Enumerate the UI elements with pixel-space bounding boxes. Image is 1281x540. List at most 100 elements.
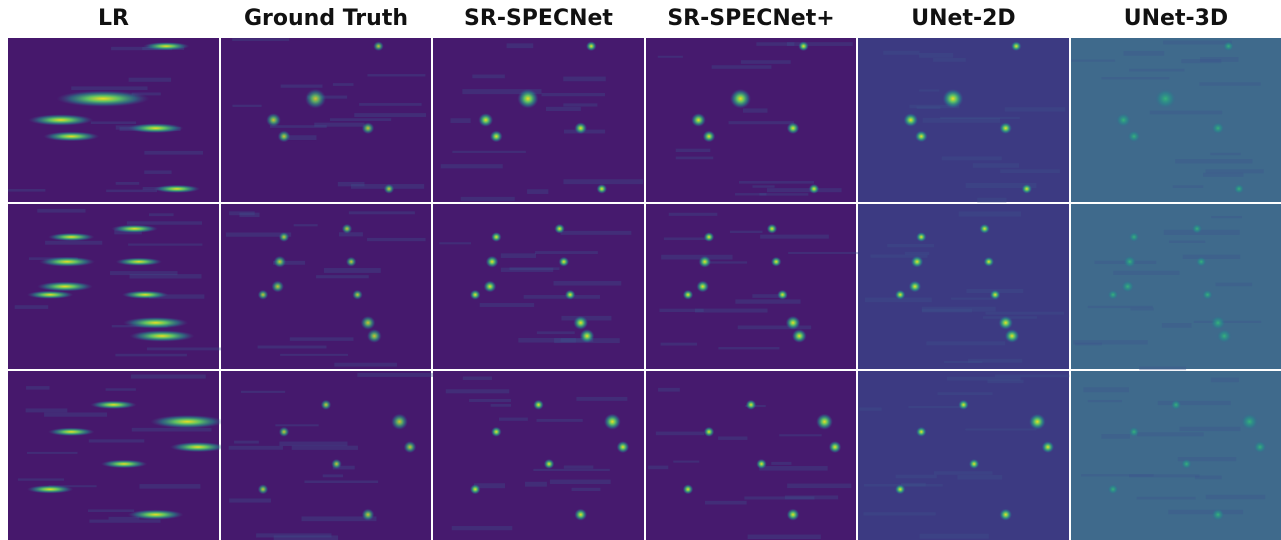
spectrogram-peak bbox=[533, 400, 544, 410]
spectrogram-streak bbox=[509, 267, 559, 270]
spectrogram-peak bbox=[703, 130, 716, 142]
spectrogram-streak bbox=[934, 471, 992, 475]
spectrogram-streak bbox=[729, 121, 794, 124]
spectrogram-streak bbox=[1139, 367, 1186, 371]
spectrogram-streak bbox=[469, 399, 511, 402]
spectrogram-peak bbox=[321, 400, 332, 410]
spectrogram-streak bbox=[968, 359, 1022, 363]
spectrogram-peak bbox=[1129, 427, 1140, 437]
spectrogram-streak bbox=[450, 118, 470, 123]
spectrogram-streak bbox=[91, 121, 136, 124]
spectrogram-peak bbox=[604, 414, 621, 430]
spectrogram-streak bbox=[357, 373, 434, 377]
spectrogram-streak bbox=[1000, 169, 1060, 173]
spectrogram-streak bbox=[463, 376, 492, 380]
spectrogram-streak bbox=[333, 83, 354, 86]
spectrogram-peak bbox=[969, 459, 980, 469]
spectrogram-peak bbox=[771, 257, 782, 267]
spectrogram-peak bbox=[128, 510, 184, 520]
spectrogram-streak bbox=[130, 274, 202, 278]
image-panel bbox=[8, 371, 219, 540]
spectrogram-peak bbox=[683, 484, 694, 494]
spectrogram-streak bbox=[354, 113, 426, 117]
spectrogram-peak bbox=[998, 316, 1013, 330]
spectrogram-peak bbox=[258, 290, 269, 300]
spectrogram-peak bbox=[486, 256, 499, 268]
spectrogram-streak bbox=[759, 466, 827, 471]
spectrogram-peak bbox=[1155, 89, 1176, 109]
spectrogram-peak bbox=[470, 290, 481, 300]
spectrogram-streak bbox=[304, 480, 378, 483]
spectrogram-streak bbox=[288, 135, 316, 140]
spectrogram-streak bbox=[45, 241, 102, 245]
spectrogram-peak bbox=[1241, 414, 1258, 430]
spectrogram-streak bbox=[923, 118, 1000, 123]
spectrogram-streak bbox=[1124, 51, 1165, 56]
spectrogram-streak bbox=[258, 345, 327, 348]
spectrogram-peak bbox=[816, 414, 833, 430]
spectrogram-peak bbox=[367, 329, 382, 343]
spectrogram-streak bbox=[106, 388, 136, 391]
spectrogram-streak bbox=[1210, 153, 1241, 155]
spectrogram-peak bbox=[999, 122, 1012, 134]
spectrogram-peak bbox=[278, 130, 291, 142]
spectrogram-streak bbox=[788, 252, 868, 254]
spectrogram-peak bbox=[517, 89, 538, 109]
spectrogram-streak bbox=[279, 442, 347, 446]
spectrogram-peak bbox=[150, 415, 224, 429]
spectrogram-peak bbox=[909, 281, 922, 293]
spectrogram-peak bbox=[683, 290, 694, 300]
spectrogram-peak bbox=[1171, 400, 1182, 410]
spectrogram-peak bbox=[691, 113, 706, 127]
spectrogram-streak bbox=[537, 419, 583, 422]
spectrogram-peak bbox=[491, 427, 502, 437]
spectrogram-streak bbox=[576, 397, 627, 401]
spectrogram-streak bbox=[8, 189, 45, 192]
column-title: UNet-2D bbox=[858, 2, 1069, 36]
spectrogram-streak bbox=[367, 238, 426, 241]
image-panel bbox=[646, 371, 856, 540]
spectrogram-streak bbox=[127, 221, 202, 225]
spectrogram-streak bbox=[507, 43, 534, 48]
spectrogram-streak bbox=[563, 103, 597, 106]
spectrogram-streak bbox=[919, 90, 939, 92]
column-title: UNet-3D bbox=[1071, 2, 1281, 36]
spectrogram-streak bbox=[958, 475, 1003, 480]
spectrogram-streak bbox=[735, 299, 800, 303]
spectrogram-peak bbox=[777, 290, 788, 300]
spectrogram-streak bbox=[359, 103, 421, 106]
spectrogram-peak bbox=[1181, 459, 1192, 469]
spectrogram-streak bbox=[673, 461, 699, 463]
spectrogram-streak bbox=[919, 53, 953, 58]
spectrogram-peak bbox=[1042, 441, 1055, 453]
spectrogram-streak bbox=[779, 434, 821, 436]
spectrogram-streak bbox=[1101, 434, 1129, 439]
spectrogram-streak bbox=[564, 465, 593, 468]
spectrogram-streak bbox=[951, 298, 997, 300]
figure: LRGround TruthSR-SPECNetSR-SPECNet+UNet-… bbox=[0, 0, 1281, 540]
spectrogram-peak bbox=[122, 291, 168, 299]
spectrogram-streak bbox=[863, 512, 935, 515]
spectrogram-peak bbox=[1234, 184, 1245, 194]
spectrogram-streak bbox=[1130, 308, 1153, 311]
spectrogram-streak bbox=[695, 309, 767, 313]
spectrogram-peak bbox=[798, 41, 809, 51]
spectrogram-peak bbox=[101, 460, 147, 468]
spectrogram-peak bbox=[1108, 290, 1119, 300]
spectrogram-streak bbox=[787, 42, 853, 46]
spectrogram-streak bbox=[491, 404, 511, 407]
spectrogram-streak bbox=[648, 466, 668, 470]
spectrogram-streak bbox=[106, 190, 157, 192]
image-grid bbox=[0, 0, 1281, 540]
spectrogram-streak bbox=[1206, 169, 1264, 173]
spectrogram-peak bbox=[704, 427, 715, 437]
spectrogram-streak bbox=[1083, 387, 1129, 392]
spectrogram-streak bbox=[446, 389, 509, 393]
spectrogram-streak bbox=[1162, 323, 1192, 328]
spectrogram-streak bbox=[759, 193, 808, 196]
spectrogram-streak bbox=[256, 533, 331, 537]
spectrogram-streak bbox=[1150, 111, 1222, 115]
spectrogram-streak bbox=[26, 408, 68, 412]
spectrogram-streak bbox=[44, 412, 107, 416]
spectrogram-peak bbox=[990, 290, 1001, 300]
